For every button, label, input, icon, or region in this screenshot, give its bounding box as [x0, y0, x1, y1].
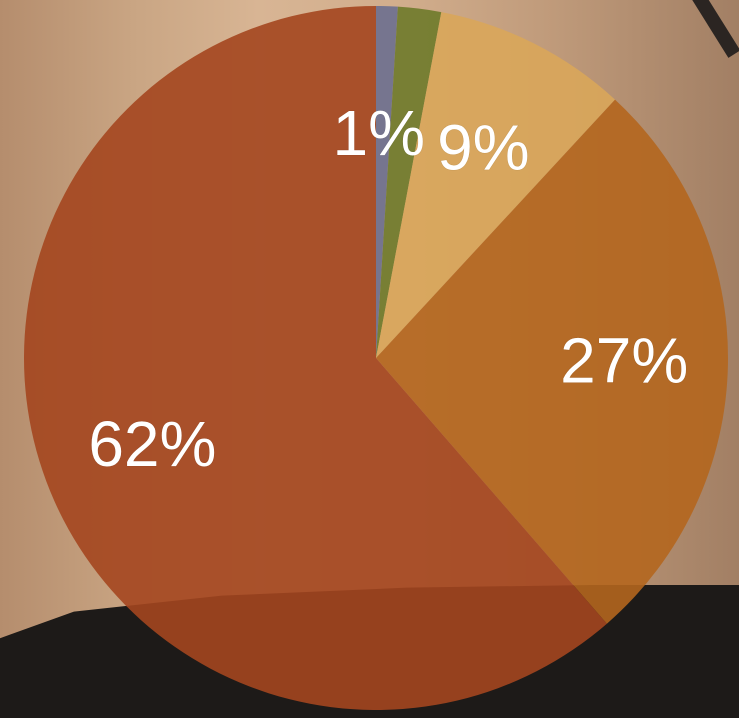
pie-slice [376, 6, 398, 358]
pie-slice [376, 12, 616, 358]
pie-slices [23, 6, 728, 710]
pie-labels: 1% 9% 27% 62% [88, 96, 689, 480]
slice-percent-label: 27% [560, 324, 688, 396]
pie-slice [23, 6, 607, 710]
slice-percent-label: 62% [88, 408, 216, 480]
slice-percent-label: 9% [437, 112, 530, 184]
slice-percent-label: 1% [333, 97, 426, 169]
pie-slice [376, 6, 442, 359]
pie-slice [376, 99, 728, 624]
